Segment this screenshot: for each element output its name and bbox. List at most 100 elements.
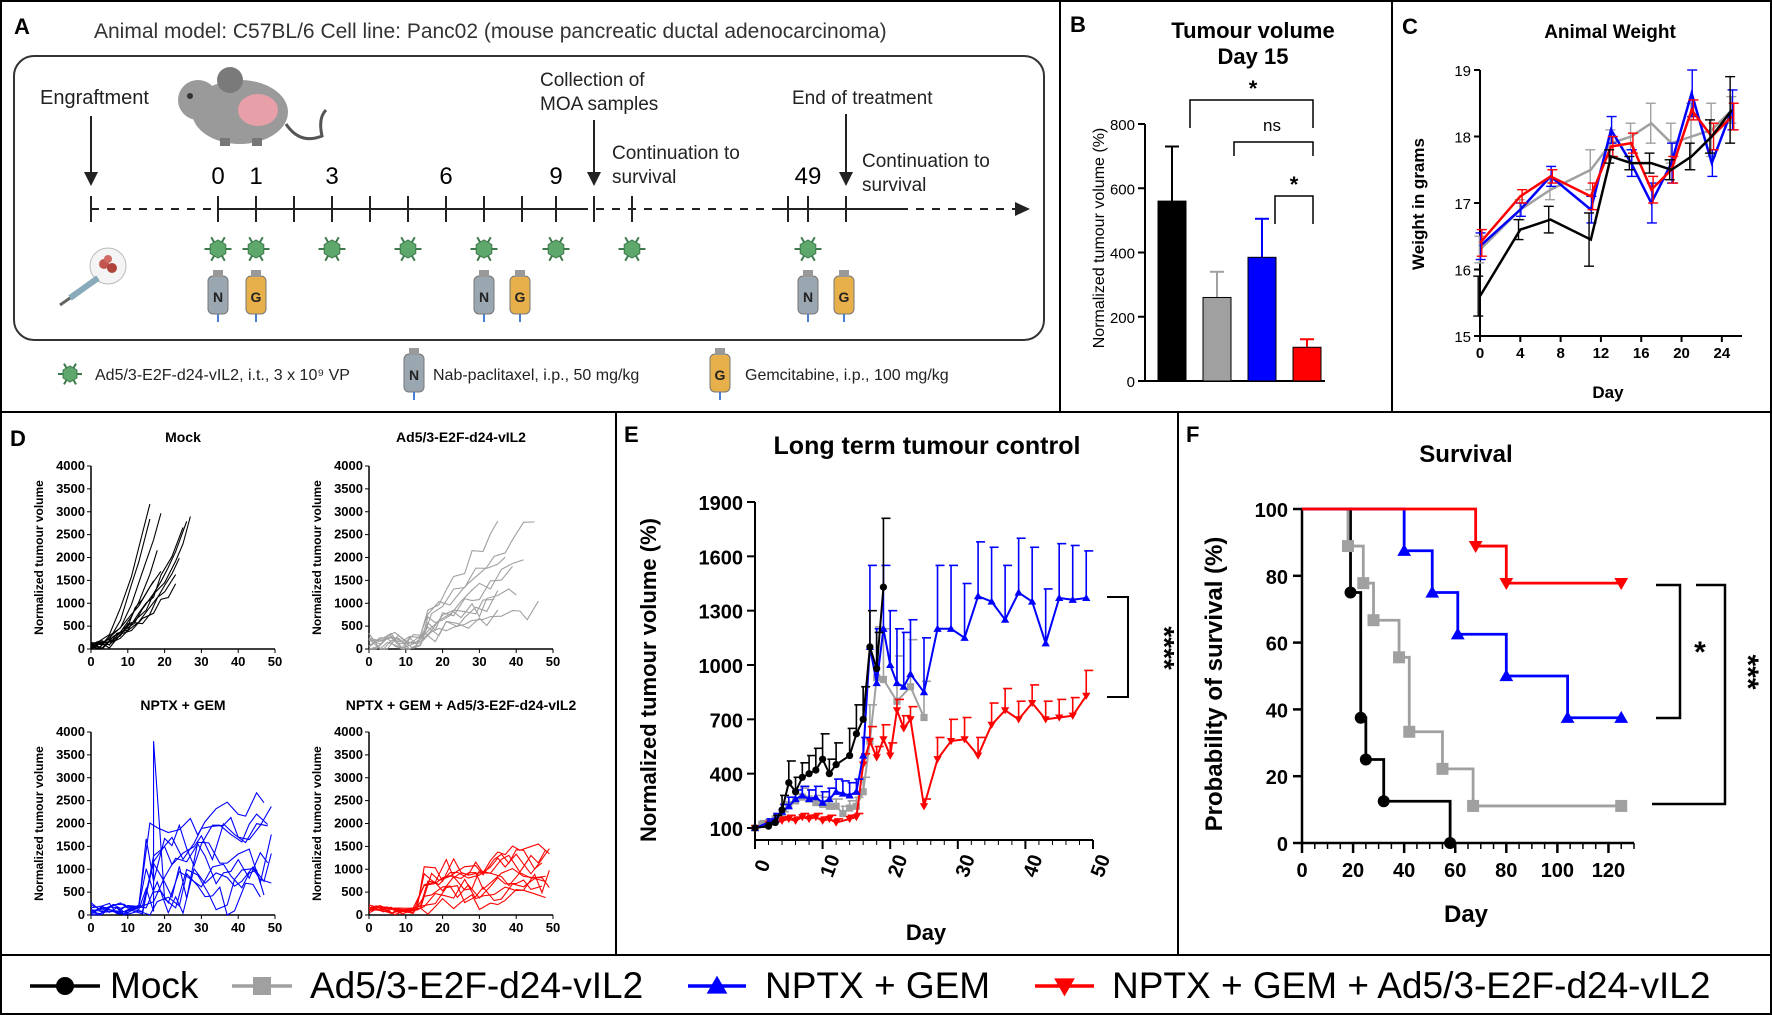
y-tick-label: 4000 xyxy=(56,724,85,739)
y-tick-label: 3500 xyxy=(334,481,363,496)
y-tick-label: 1300 xyxy=(699,602,744,624)
data-point xyxy=(906,716,915,724)
y-tick-label: 2500 xyxy=(56,527,85,542)
km-curve xyxy=(1302,507,1622,720)
y-tick-label: 700 xyxy=(710,710,743,732)
event-marker xyxy=(1614,578,1629,591)
panel-c: C Animal Weight Weight in grams Day 15 16… xyxy=(1402,14,1742,402)
data-point xyxy=(987,721,996,729)
data-point xyxy=(818,817,827,825)
chart-c-xlabel: Day xyxy=(1592,383,1624,402)
event-marker xyxy=(1444,837,1457,849)
y-tick-label: 3000 xyxy=(334,770,363,785)
chart-f-sig-1: * xyxy=(1694,636,1706,669)
data-point xyxy=(811,814,820,822)
y-tick-label: 100 xyxy=(710,819,743,841)
legend-virus-icon xyxy=(58,363,82,385)
data-point xyxy=(852,787,861,795)
y-tick-label: 1500 xyxy=(56,572,85,587)
legend-combo: NPTX + GEM + Ad5/3-E2F-d24-vIL2 xyxy=(1112,965,1710,1006)
event-marker xyxy=(1499,669,1514,682)
event-marker xyxy=(1425,585,1440,598)
survival-nptx-gem-ad5-3-e2f-d24-vil2 xyxy=(1302,507,1629,591)
continuation2-line1: Continuation to xyxy=(862,151,990,172)
event-marker xyxy=(1615,799,1628,812)
x-tick-label: 20 xyxy=(1342,860,1364,882)
y-tick-label: 2000 xyxy=(334,550,363,565)
x-tick-label: 30 xyxy=(472,920,486,935)
continuation2-line2: survival xyxy=(862,175,926,196)
bag-cap xyxy=(479,270,489,277)
data-point xyxy=(852,730,861,738)
tumour-curve xyxy=(368,590,499,649)
event-marker xyxy=(1403,725,1416,738)
virus-icon xyxy=(394,236,422,262)
data-point xyxy=(960,633,969,641)
y-tick-label: 17 xyxy=(1454,196,1471,213)
virus-body xyxy=(62,365,78,383)
gem-bag-icon: G xyxy=(833,270,855,322)
chart-e-xlabel: Day xyxy=(906,920,947,945)
tumour-curve xyxy=(368,559,524,650)
y-tick-label: 200 xyxy=(1110,310,1135,327)
y-tick-label: 0 xyxy=(356,907,363,922)
data-point xyxy=(791,794,800,803)
y-tick-label: 4000 xyxy=(56,458,85,473)
legend-nab-label: Nab-paclitaxel, i.p., 50 mg/kg xyxy=(433,367,639,384)
bracket-nptx-combo xyxy=(1656,583,1682,720)
event-marker xyxy=(1467,799,1480,812)
data-point xyxy=(879,675,888,684)
tumour-curve xyxy=(90,813,269,916)
data-point xyxy=(777,817,787,825)
data-point xyxy=(812,799,820,807)
data-point xyxy=(764,822,773,830)
legend-gem-icon: G xyxy=(709,348,731,400)
series-ad5-3-e2f-d24-vil2 xyxy=(1474,95,1737,264)
y-tick-label: 19 xyxy=(1454,63,1471,80)
event-marker xyxy=(1357,577,1370,590)
x-tick-label: 40 xyxy=(509,654,523,669)
km-curve xyxy=(1302,507,1452,843)
data-point xyxy=(1014,716,1023,724)
data-point xyxy=(852,814,861,822)
day-1: 1 xyxy=(249,163,262,190)
y-tick-label: 400 xyxy=(1110,246,1135,263)
tumour-curve xyxy=(90,872,261,916)
y-tick-label: 3500 xyxy=(56,481,85,496)
x-tick-label: 4 xyxy=(1516,345,1525,362)
y-tick-label: 0 xyxy=(78,641,85,656)
data-point xyxy=(933,756,942,764)
x-tick-label: 50 xyxy=(268,654,282,669)
subplot-title: NPTX + GEM + Ad5/3-E2F-d24-vIL2 xyxy=(346,697,577,713)
data-point xyxy=(872,754,881,762)
survival-mock xyxy=(1302,507,1457,849)
tumour-curve xyxy=(90,570,162,650)
survival-ad5-3-e2f-d24-vil2 xyxy=(1302,507,1628,812)
data-point xyxy=(831,819,841,827)
gem-bag-icon: G xyxy=(245,270,267,322)
legend-ad5: Ad5/3-E2F-d24-vIL2 xyxy=(310,965,643,1006)
panel-a: A Animal model: C57BL/6 Cell line: Panc0… xyxy=(13,14,1045,400)
bag-letter: N xyxy=(409,367,419,383)
x-tick-label: 120 xyxy=(1592,860,1625,882)
y-tick-label: 500 xyxy=(341,618,363,633)
legend-marker xyxy=(253,977,271,995)
panel-b: B Tumour volume Day 15 Normalized tumour… xyxy=(1070,12,1335,391)
tumour-curve xyxy=(90,521,188,650)
chart-b-ylabel: Normalized tumour volume (%) xyxy=(1091,128,1108,349)
data-point xyxy=(892,707,902,715)
tumour-curve xyxy=(368,521,535,650)
annotation-sig: * xyxy=(1290,172,1299,197)
event-marker xyxy=(1377,795,1390,808)
tumour-curve xyxy=(368,870,550,915)
data-point xyxy=(933,624,942,632)
y-tick-label: 2000 xyxy=(56,816,85,831)
virus-body xyxy=(209,239,227,259)
bag-letter: G xyxy=(839,289,850,305)
x-tick-label: 60 xyxy=(1444,860,1466,882)
data-point xyxy=(784,815,793,824)
day-0: 0 xyxy=(211,163,224,190)
